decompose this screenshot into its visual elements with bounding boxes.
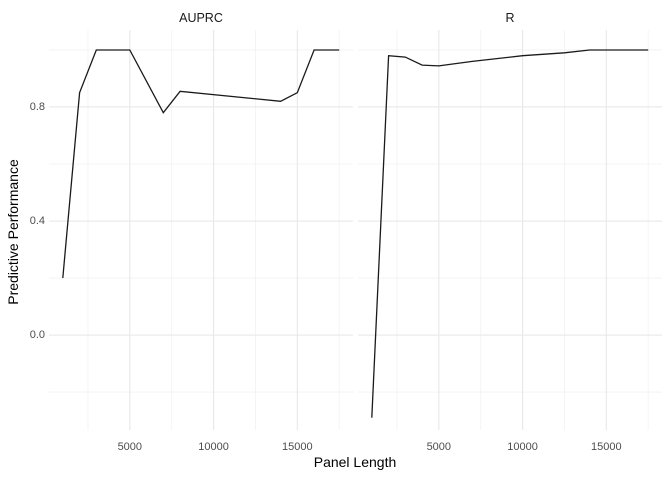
facet-title-auprc: AUPRC (179, 11, 223, 25)
x-tick-label: 10000 (507, 441, 538, 453)
x-tick-label: 10000 (198, 441, 229, 453)
x-tick-label: 15000 (282, 441, 313, 453)
x-tick-label: 15000 (591, 441, 622, 453)
x-tick-label: 5000 (118, 441, 142, 453)
facet-title-r: R (505, 11, 514, 25)
x-tick-label: 5000 (427, 441, 451, 453)
series-line-auprc (62, 49, 340, 279)
y-tick-label: 0.8 (30, 101, 45, 113)
series-line-r (371, 49, 649, 418)
y-tick-label: 0.4 (30, 215, 45, 227)
y-tick-label: 0.0 (30, 329, 45, 341)
